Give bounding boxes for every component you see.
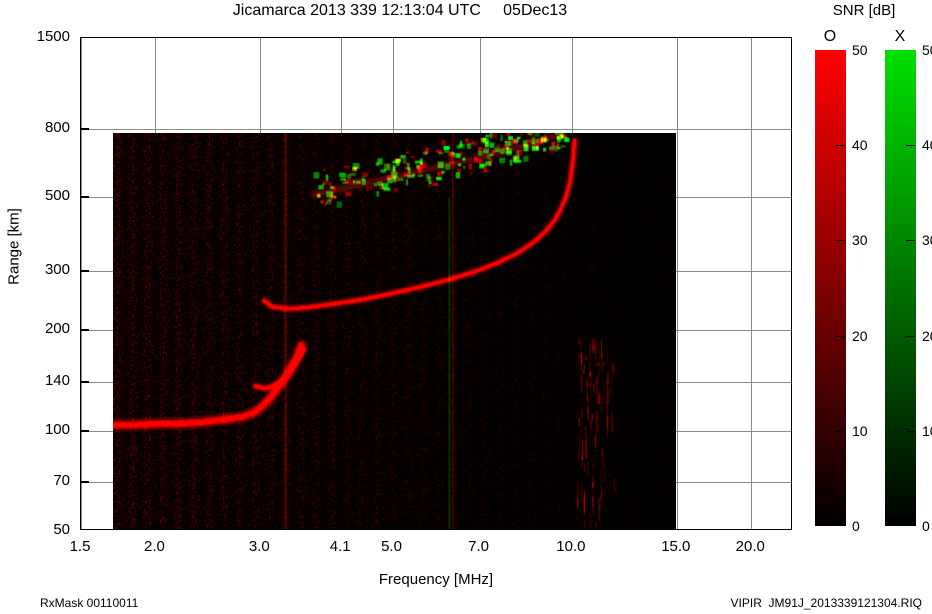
x-tick-label-2.0: 2.0 (144, 538, 165, 555)
gridline-horizontal-1 (81, 129, 791, 130)
colorbar-o-tick-label-20: 20 (852, 327, 868, 344)
y-tick-mark-100 (80, 430, 89, 432)
colorbar-o-tick-label-10: 10 (852, 422, 868, 439)
y-tick-label-70: 70 (53, 472, 70, 490)
colorbar-x-tick-label-30: 30 (922, 232, 932, 249)
x-tick-label-10.0: 10.0 (556, 538, 586, 555)
y-tick-mark-800 (80, 128, 89, 130)
colorbar-o-tick-mark-30 (836, 240, 845, 241)
colorbar-o-tick-label-0: 0 (852, 518, 860, 534)
colorbar-x-tick-mark-10 (906, 431, 915, 432)
ionogram-data-canvas (113, 133, 676, 529)
x-tick-label-15.0: 15.0 (661, 538, 691, 555)
colorbar-o-mode-label: O (823, 28, 837, 45)
x-tick-label-5.0: 5.0 (381, 538, 402, 555)
colorbar-title: SNR [dB] (832, 2, 896, 19)
colorbar-o-tick-label-50: 50 (852, 42, 868, 58)
colorbar-x-tick-label-10: 10 (922, 422, 932, 439)
y-tick-label-100: 100 (44, 420, 70, 438)
colorbar-o-tick-label-40: 40 (852, 137, 868, 154)
x-tick-label-20.0: 20.0 (735, 538, 765, 555)
y-tick-mark-200 (80, 329, 89, 331)
y-tick-mark-140 (80, 381, 89, 383)
colorbar-x-tick-mark-20 (906, 336, 915, 337)
colorbar-o-tick-mark-20 (836, 336, 845, 337)
page-title: Jicamarca 2013 339 12:13:04 UTC 05Dec13 (232, 2, 568, 19)
colorbar-x-mode-label: X (894, 28, 906, 45)
y-tick-label-300: 300 (44, 261, 70, 279)
footer-rxmask: RxMask 00110011 (40, 596, 139, 610)
colorbar-x-tick-mark-30 (906, 240, 915, 241)
x-axis-label: Frequency [MHz] (378, 571, 494, 588)
colorbar-o-tick-label-30: 30 (852, 232, 868, 249)
y-tick-label-140: 140 (44, 371, 70, 389)
gridline-vertical-8 (751, 38, 752, 529)
y-axis-label: Range [km] (5, 208, 23, 285)
y-tick-label-500: 500 (44, 187, 70, 205)
x-tick-label-1.5: 1.5 (69, 538, 91, 555)
x-tick-label-4.1: 4.1 (329, 538, 351, 555)
y-tick-mark-500 (80, 196, 89, 198)
x-tick-label-3.0: 3.0 (248, 538, 270, 555)
y-tick-label-1500: 1500 (36, 28, 70, 45)
colorbar-o-tick-mark-10 (836, 431, 845, 432)
colorbar-x-gradient (885, 50, 916, 526)
colorbar-x-tick-label-20: 20 (922, 327, 932, 344)
colorbar-x-tick-label-40: 40 (922, 137, 932, 154)
plot-area (80, 37, 792, 530)
x-tick-label-7.0: 7.0 (468, 538, 490, 555)
colorbar-x-tick-label-0: 0 (922, 518, 930, 534)
y-tick-mark-70 (80, 481, 89, 483)
y-tick-mark-300 (80, 270, 89, 272)
colorbar-o-gradient (815, 50, 846, 526)
y-tick-label-50: 50 (53, 521, 70, 538)
y-tick-label-200: 200 (44, 320, 70, 338)
y-tick-label-800: 800 (44, 119, 70, 137)
gridline-vertical-7 (677, 38, 678, 529)
colorbar-x-tick-label-50: 50 (922, 42, 932, 58)
footer-filename: VIPIR JM91J_2013339121304.RIQ (730, 596, 922, 610)
colorbar-x-tick-mark-40 (906, 145, 915, 146)
colorbar-o-tick-mark-40 (836, 145, 845, 146)
gridline-vertical-0 (81, 38, 82, 529)
